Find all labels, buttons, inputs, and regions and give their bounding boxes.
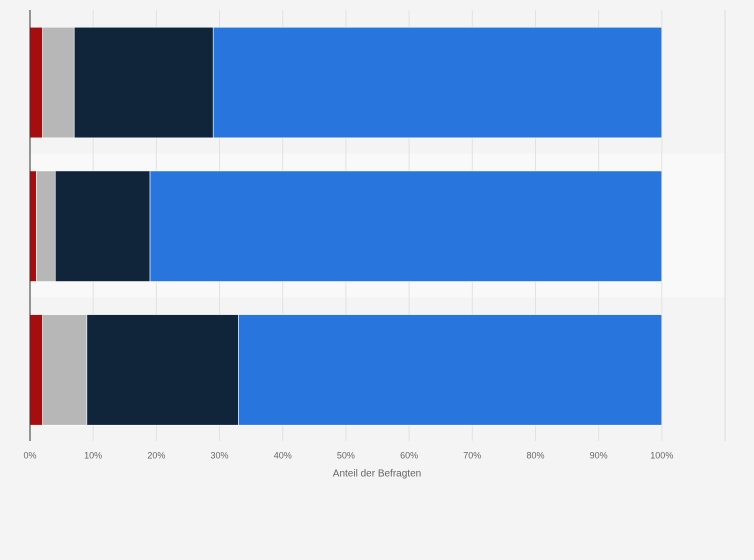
bar-segment [42,26,75,139]
bar-segment [29,314,43,426]
x-tick-label: 10% [84,450,102,460]
bar-segment [29,26,43,139]
x-tick-label: 50% [337,450,355,460]
x-tick-label: 40% [274,450,292,460]
bar-segment [29,170,37,282]
bar-segment [86,314,239,426]
x-tick-label: 60% [400,450,418,460]
bar-segment [36,170,56,282]
x-tick-label: 100% [650,450,673,460]
x-tick-label: 90% [590,450,608,460]
bar-segment [212,26,663,139]
bar-segment [73,26,214,139]
x-tick-label: 30% [211,450,229,460]
bar-segment [149,170,663,282]
bar-segment [42,314,88,426]
bar-segment [54,170,151,282]
x-tick-label: 20% [147,450,165,460]
x-axis-title: Anteil der Befragten [333,469,421,480]
x-tick-label: 80% [526,450,544,460]
x-tick-label: 70% [463,450,481,460]
x-tick-label: 0% [23,450,36,460]
bar-segment [238,314,663,426]
